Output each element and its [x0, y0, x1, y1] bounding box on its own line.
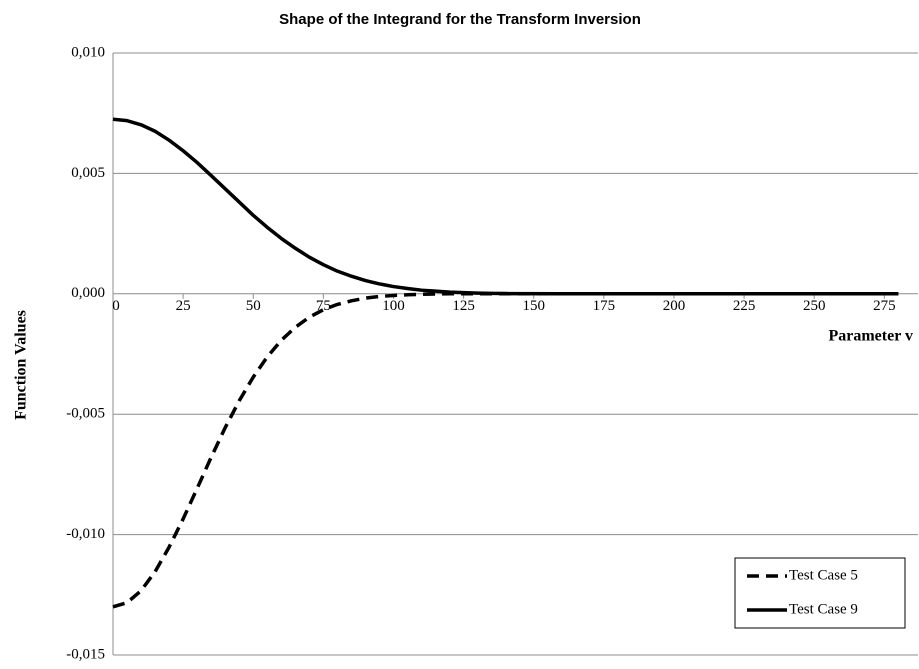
x-tick-label: 100: [382, 298, 405, 314]
x-tick-label: 175: [593, 298, 616, 314]
legend-label: Test Case 9: [789, 601, 858, 617]
chart-title: Shape of the Integrand for the Transform…: [279, 11, 641, 28]
y-tick-label: 0,010: [71, 44, 105, 60]
legend-label: Test Case 5: [789, 567, 858, 583]
x-tick-label: 25: [176, 298, 191, 314]
legend-box: [734, 557, 906, 629]
y-tick-label: 0,000: [71, 285, 105, 301]
x-tick-label: 250: [803, 298, 826, 314]
x-tick-label: 50: [246, 298, 261, 314]
x-axis-title: Parameter v: [828, 328, 913, 345]
y-axis-title: Function Values: [13, 310, 30, 420]
x-tick-label: 225: [733, 298, 756, 314]
y-tick-label: 0,005: [71, 165, 105, 181]
x-tick-label: 0: [112, 298, 120, 314]
line: [112, 292, 899, 609]
y-tick-label: -0,010: [66, 526, 105, 542]
x-tick-label: 275: [873, 298, 896, 314]
y-tick-label: -0,005: [66, 406, 105, 422]
x-tick-label: 150: [522, 298, 545, 314]
x-tick-label: 200: [663, 298, 686, 314]
y-tick-label: -0,015: [66, 646, 105, 662]
x-tick-label: 125: [452, 298, 475, 314]
line: [112, 117, 899, 296]
